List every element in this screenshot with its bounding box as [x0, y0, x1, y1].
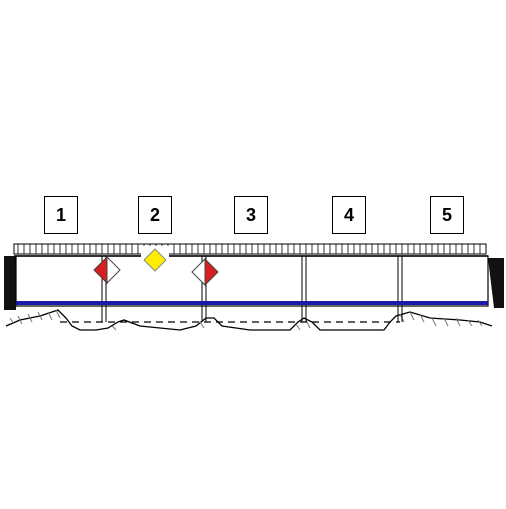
girder	[15, 255, 489, 307]
span-label-2: 2	[138, 196, 172, 234]
span-label-3: 3	[234, 196, 268, 234]
railing	[13, 243, 488, 257]
span-number: 1	[55, 204, 66, 225]
span-label-1: 1	[44, 196, 78, 234]
riverbed	[5, 309, 493, 331]
span-number: 4	[343, 204, 354, 225]
navigation-markers	[93, 246, 219, 287]
span-number: 3	[245, 204, 256, 225]
marker-half-right	[204, 257, 219, 287]
railing-frame	[13, 243, 487, 255]
right-abutment	[488, 258, 504, 308]
riverbed-outline	[5, 309, 493, 331]
span-label-4: 4	[332, 196, 366, 234]
span-number: 2	[149, 204, 160, 225]
marker-half-right	[106, 255, 121, 285]
span-number: 5	[441, 204, 452, 225]
span-label-5: 5	[430, 196, 464, 234]
left-abutment	[4, 256, 16, 310]
yellow-diamond-marker	[143, 248, 167, 272]
